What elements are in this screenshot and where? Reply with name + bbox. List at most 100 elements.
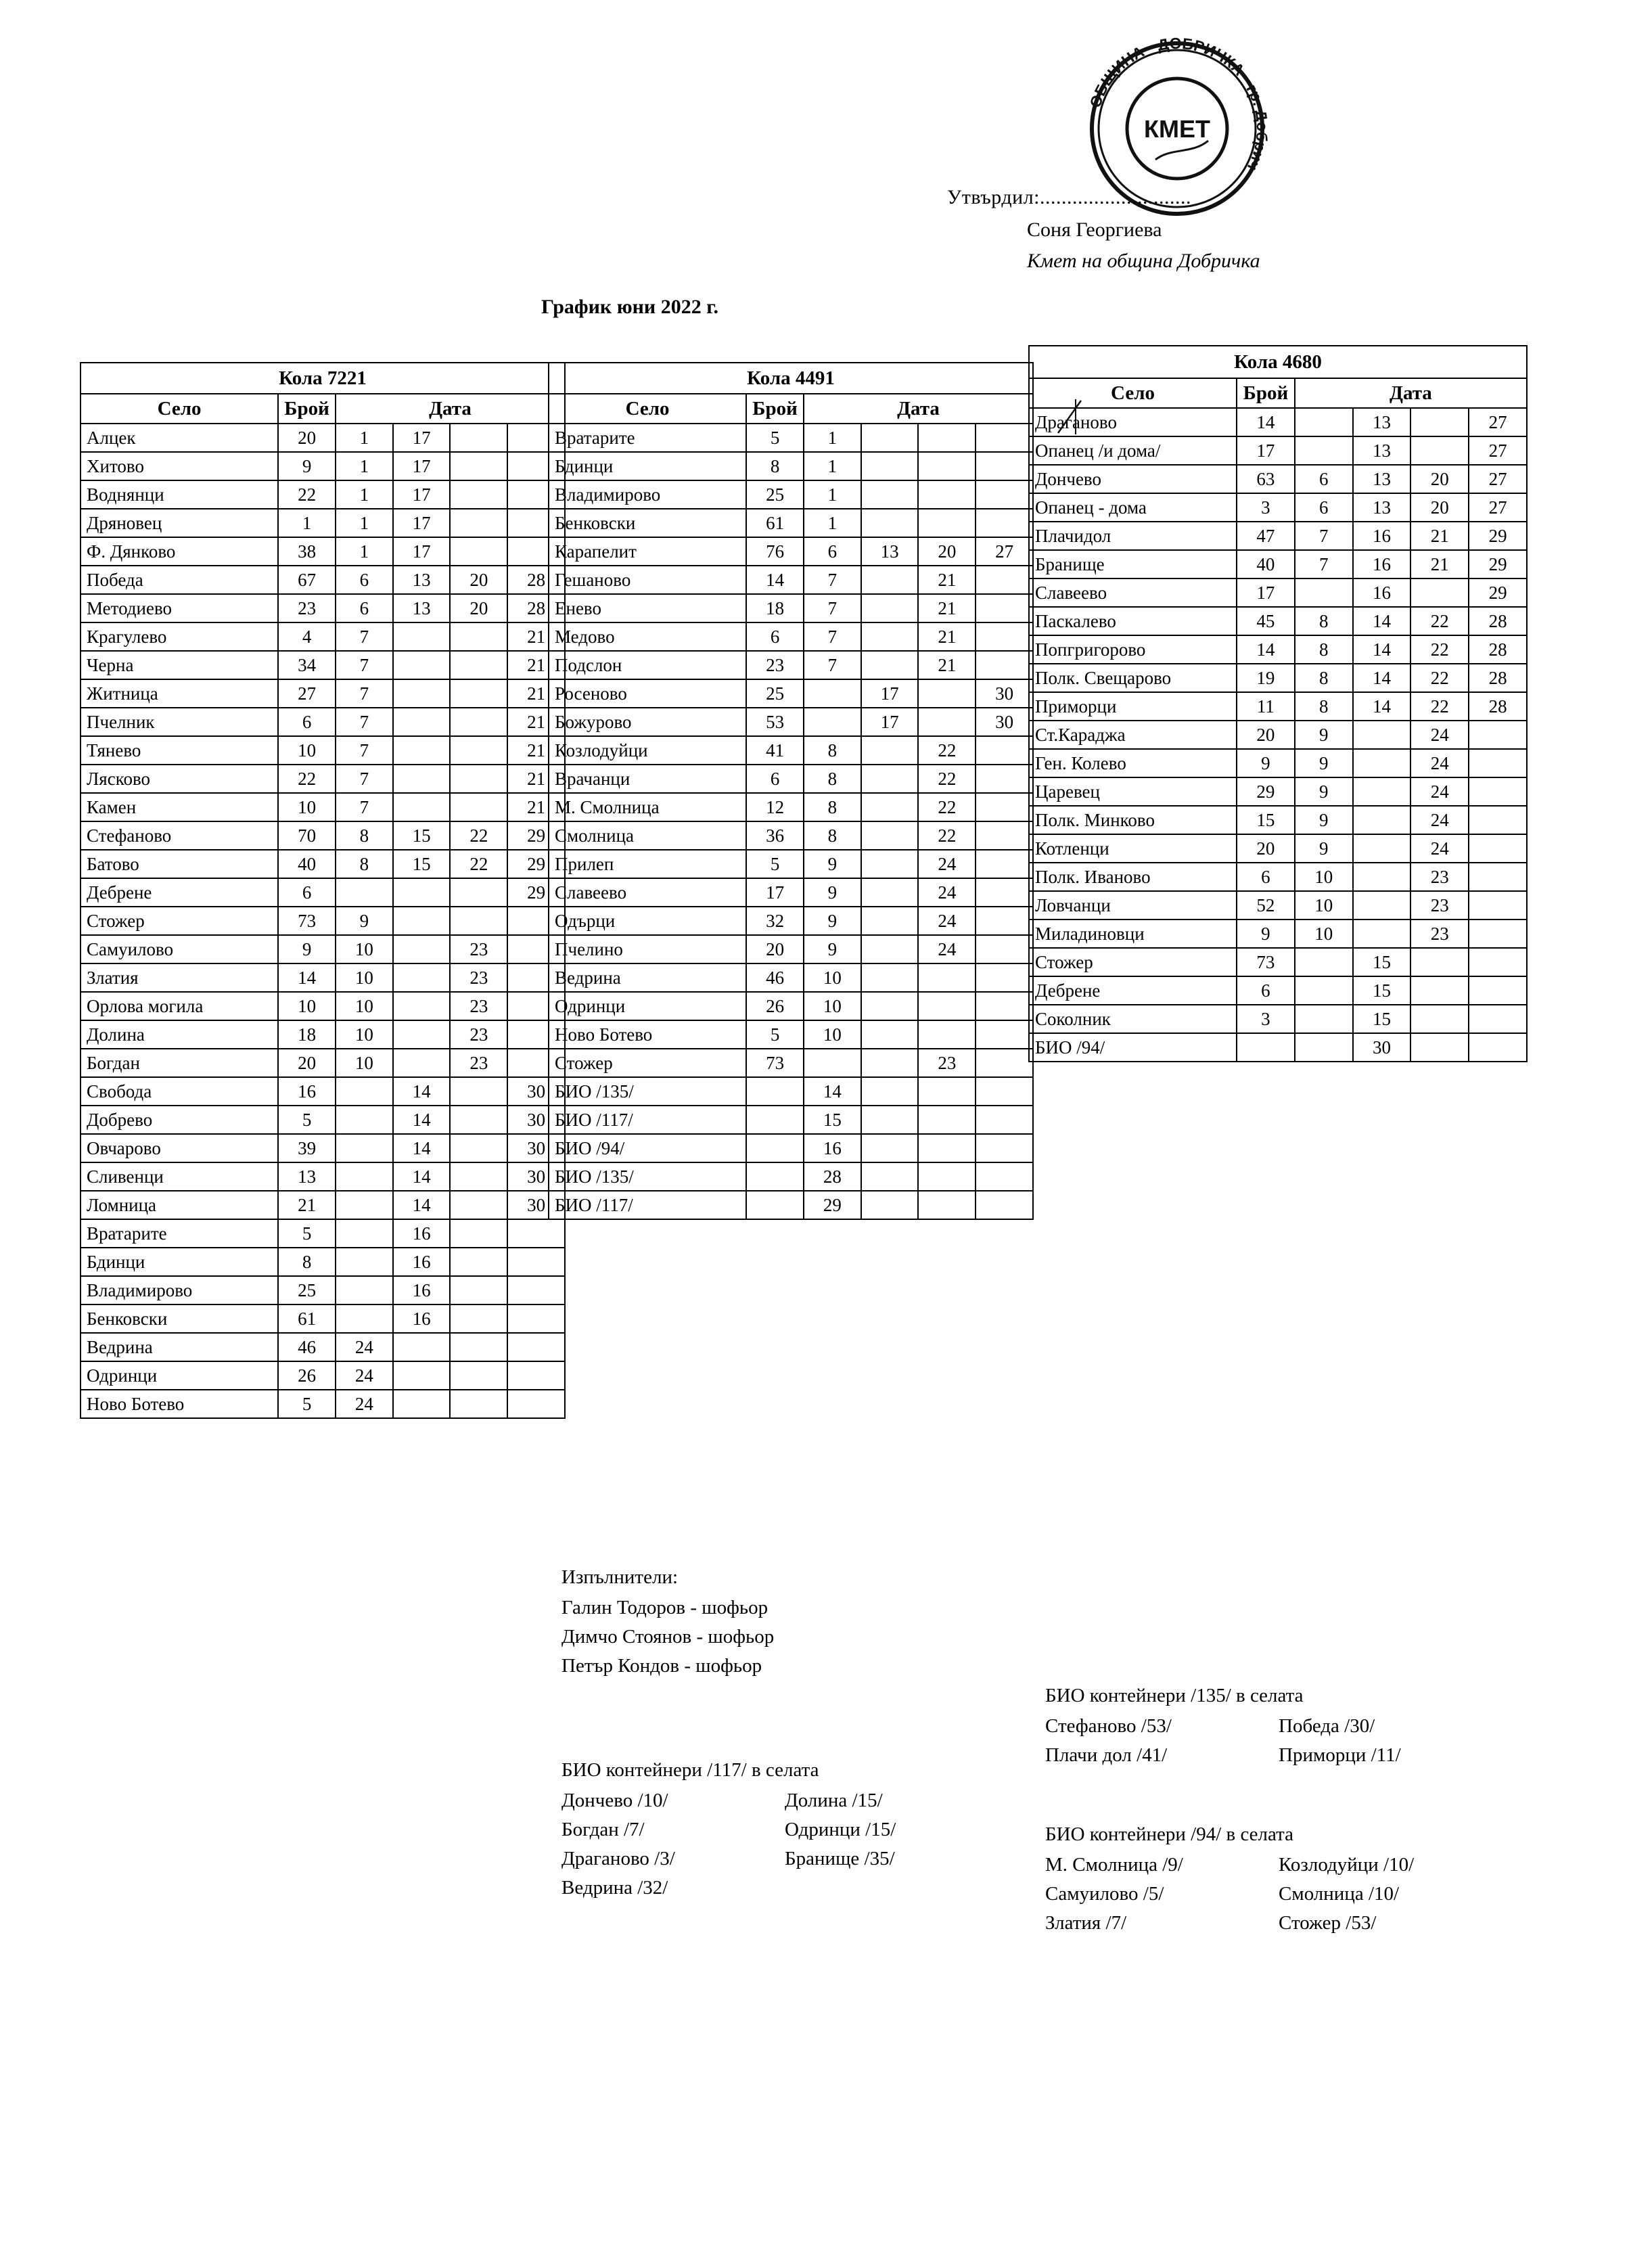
table-row: Стожер 73 9 xyxy=(79,906,566,936)
cell-date xyxy=(1410,1032,1470,1062)
cell-date xyxy=(507,1389,566,1419)
cell-date xyxy=(975,1133,1034,1163)
cell-count: 15 xyxy=(1236,805,1295,835)
bio-117-right-item xyxy=(785,1874,896,1903)
handwritten-slash-mark xyxy=(1053,399,1100,434)
cell-date: 23 xyxy=(1410,919,1470,949)
cell-count: 1 xyxy=(277,508,336,538)
cell-date xyxy=(449,1105,509,1135)
cell-date xyxy=(1352,805,1412,835)
table-row: БИО /117/15 xyxy=(547,1105,1034,1135)
cell-date xyxy=(334,1162,394,1191)
cell-date xyxy=(917,451,977,481)
table-row: Полк. Свещарово 19 8 14 22 28 xyxy=(1028,663,1528,693)
cell-date xyxy=(860,1190,919,1220)
cell-date xyxy=(1293,947,1354,977)
cell-date xyxy=(1468,976,1528,1005)
cell-date xyxy=(392,1048,451,1078)
table-row: Тянево 10 7 21 xyxy=(79,735,566,765)
table-row: Черна 34 7 21 xyxy=(79,650,566,680)
bio-117-left-item: Ведрина /32/ xyxy=(561,1877,668,1899)
cell-date: 22 xyxy=(917,735,977,765)
cell-date: 29 xyxy=(802,1190,862,1220)
cell-date: 30 xyxy=(975,707,1034,737)
cell-date: 22 xyxy=(449,849,509,879)
table-row: Бенковски 61 1 xyxy=(547,508,1034,538)
cell-count: 25 xyxy=(745,480,804,509)
table-row: БИО /94/16 xyxy=(547,1133,1034,1163)
cell-date: 24 xyxy=(1410,748,1470,778)
cell-village: Дебрене xyxy=(1028,976,1238,1005)
table-row: Долина 18 10 23 xyxy=(79,1020,566,1049)
cell-date xyxy=(392,934,451,964)
performer-item: Галин Тодоров - шофьор xyxy=(561,1597,768,1618)
table-row: Дряновец 1 1 17 xyxy=(79,508,566,538)
cell-date: 7 xyxy=(334,707,394,737)
cell-date: 10 xyxy=(802,991,862,1021)
cell-count: 11 xyxy=(1236,691,1295,721)
cell-date: 10 xyxy=(334,1048,394,1078)
table-row: Орлова могила 10 10 23 xyxy=(79,991,566,1021)
cell-date xyxy=(1352,890,1412,920)
cell-date: 24 xyxy=(917,849,977,879)
bio-94-left-item: М. Смолница /9/ xyxy=(1045,1854,1183,1876)
cell-village: Свобода xyxy=(79,1076,279,1106)
cell-date xyxy=(1468,862,1528,892)
cell-date: 14 xyxy=(392,1162,451,1191)
schedule-table-kola-4491: Кола 4491 Село Брой Дата Вратарите 5 1 Бдинци 8 1… xyxy=(547,362,1034,1220)
cell-date xyxy=(449,480,509,509)
cell-count: 14 xyxy=(1236,407,1295,437)
cell-date xyxy=(975,878,1034,907)
cell-date: 8 xyxy=(1293,635,1354,664)
cell-date: 10 xyxy=(334,1020,394,1049)
cell-date xyxy=(449,792,509,822)
cell-date xyxy=(449,1076,509,1106)
cell-date: 8 xyxy=(802,792,862,822)
cell-date: 27 xyxy=(975,537,1034,566)
table-header-row: Село Брой Дата xyxy=(547,393,1034,424)
cell-village: Ловчанци xyxy=(1028,890,1238,920)
cell-count: 10 xyxy=(277,792,336,822)
cell-date: 21 xyxy=(917,650,977,680)
cell-date xyxy=(917,707,977,737)
cell-village: Хитово xyxy=(79,451,279,481)
cell-date xyxy=(1468,720,1528,750)
cell-village: Тянево xyxy=(79,735,279,765)
cell-village: Росеново xyxy=(547,679,748,708)
cell-count: 36 xyxy=(745,821,804,850)
cell-date: 6 xyxy=(1293,464,1354,494)
cell-count: 12 xyxy=(745,792,804,822)
car-caption: Кола 7221 xyxy=(80,362,566,394)
bio-117-left-item: Дончево /10/ xyxy=(561,1790,668,1811)
cell-date xyxy=(507,1275,566,1305)
cell-date: 6 xyxy=(1293,493,1354,522)
cell-date: 23 xyxy=(449,1048,509,1078)
cell-count: 46 xyxy=(277,1332,336,1362)
table-row: Славеево 17 16 29 xyxy=(1028,578,1528,608)
cell-date: 7 xyxy=(1293,549,1354,579)
cell-date xyxy=(392,1389,451,1419)
table-row: Подслон 23 7 21 xyxy=(547,650,1034,680)
table-row: Камен 10 7 21 xyxy=(79,792,566,822)
cell-count: 6 xyxy=(277,878,336,907)
cell-date xyxy=(860,1105,919,1135)
table-body-3: Кола 4680 Село Брой Дата Драганово 14 13 27 Опан… xyxy=(1028,345,1528,1062)
table-row: Владимирово 25 1 xyxy=(547,480,1034,509)
cell-village: Славеево xyxy=(1028,578,1238,608)
cell-count: 20 xyxy=(1236,834,1295,863)
cell-date xyxy=(392,792,451,822)
cell-date: 14 xyxy=(392,1133,451,1163)
cell-village: Смолница xyxy=(547,821,748,850)
cell-date xyxy=(860,1162,919,1191)
cell-date xyxy=(917,1162,977,1191)
table-row: Хитово 9 1 17 xyxy=(79,451,566,481)
cell-date: 9 xyxy=(1293,805,1354,835)
cell-date: 21 xyxy=(1410,521,1470,551)
cell-count: 6 xyxy=(745,622,804,652)
cell-count: 40 xyxy=(1236,549,1295,579)
cell-village: Полк. Минково xyxy=(1028,805,1238,835)
cell-date: 24 xyxy=(1410,720,1470,750)
table-body-1: Кола 7221 Село Брой Дата Алцек 20 1 17 Хитово 9 1 1… xyxy=(79,362,566,1419)
table-row: Златия 14 10 23 xyxy=(79,963,566,993)
table-row: Прилеп 5 9 24 xyxy=(547,849,1034,879)
